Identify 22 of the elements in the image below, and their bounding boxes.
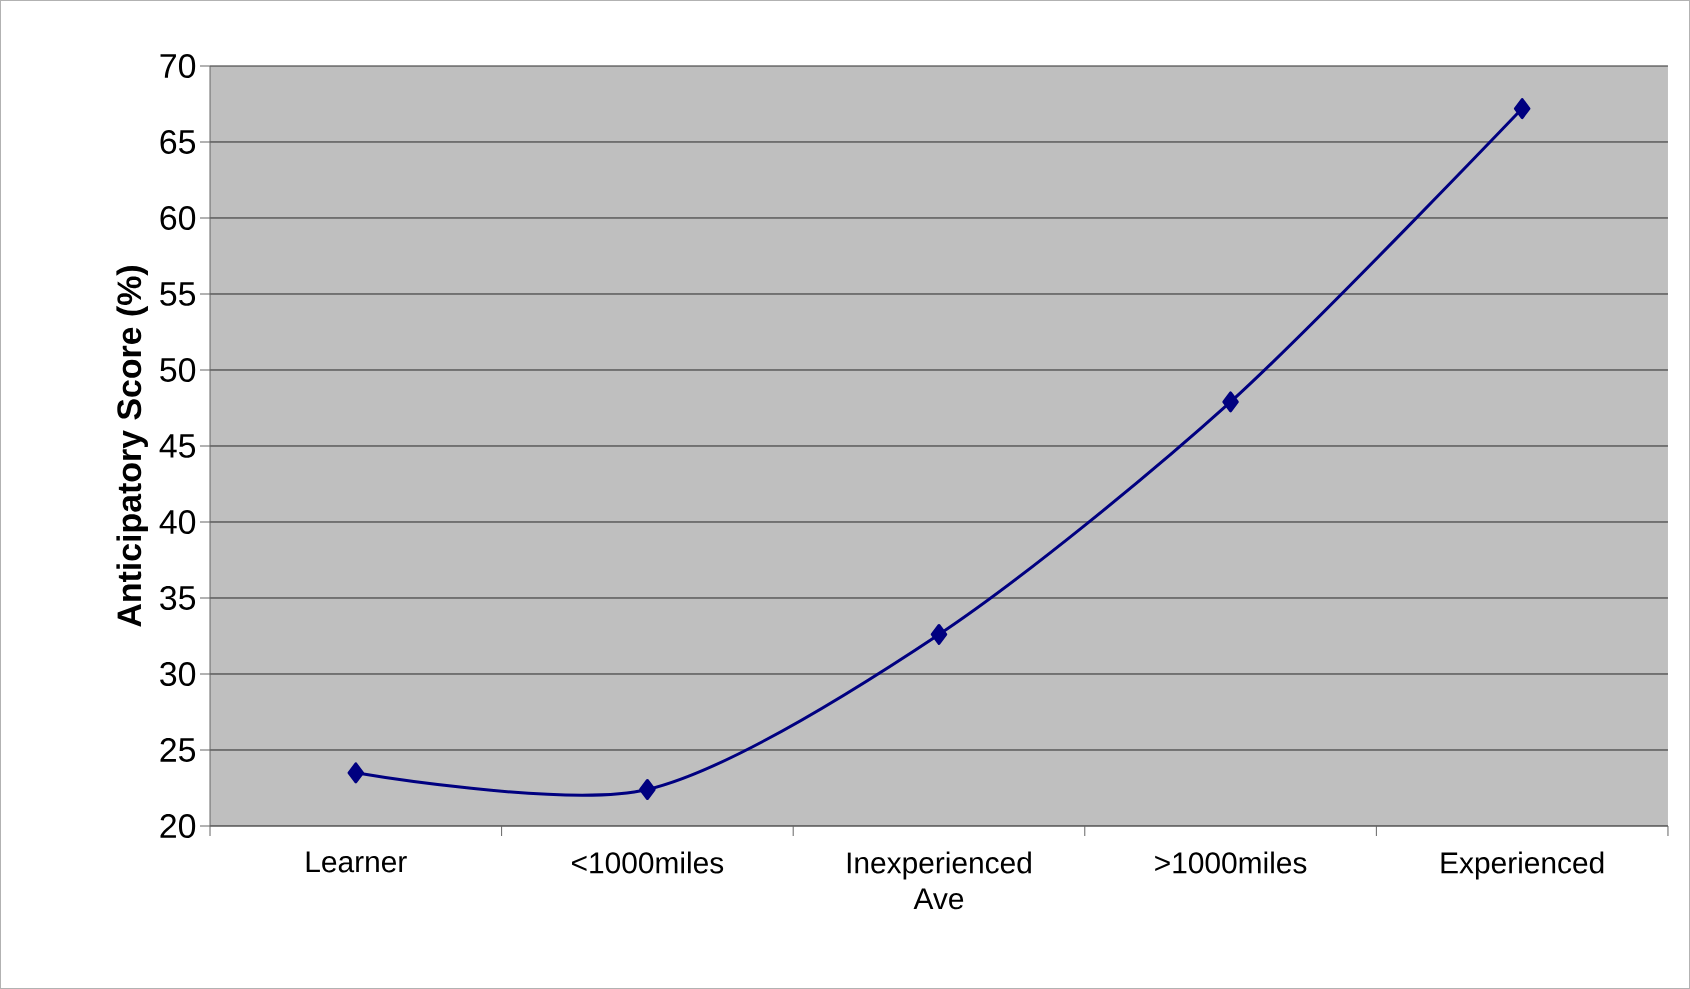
point (347, 762, 365, 784)
y-tick-label: 20 (160, 814, 196, 838)
y-tick-label: 60 (160, 205, 196, 230)
x-tick-label: >1000miles (1155, 851, 1307, 874)
y-tick-label: 45 (159, 434, 196, 458)
y-axis-title: Anticipatory Score (%) (116, 266, 148, 627)
point (1222, 391, 1239, 413)
y-tick-label: 65 (160, 129, 196, 154)
point (930, 623, 948, 645)
point (639, 779, 656, 801)
point (1513, 98, 1531, 120)
x-tick-label: Experienced (1441, 851, 1604, 880)
x-tick-label: <1000miles (572, 851, 724, 874)
y-tick-label: 40 (159, 509, 196, 534)
x-tick-label: Learner (306, 851, 407, 873)
y-tick-label: 70 (160, 53, 196, 78)
y-tick-label: 25 (160, 738, 196, 762)
y-tick-label: 35 (160, 586, 196, 610)
y-tick-label: 55 (160, 282, 196, 306)
y-tick-label: 50 (160, 357, 196, 382)
y-tick-label: 30 (160, 662, 196, 686)
x-tick-label: Inexperienced Ave (847, 851, 1031, 910)
